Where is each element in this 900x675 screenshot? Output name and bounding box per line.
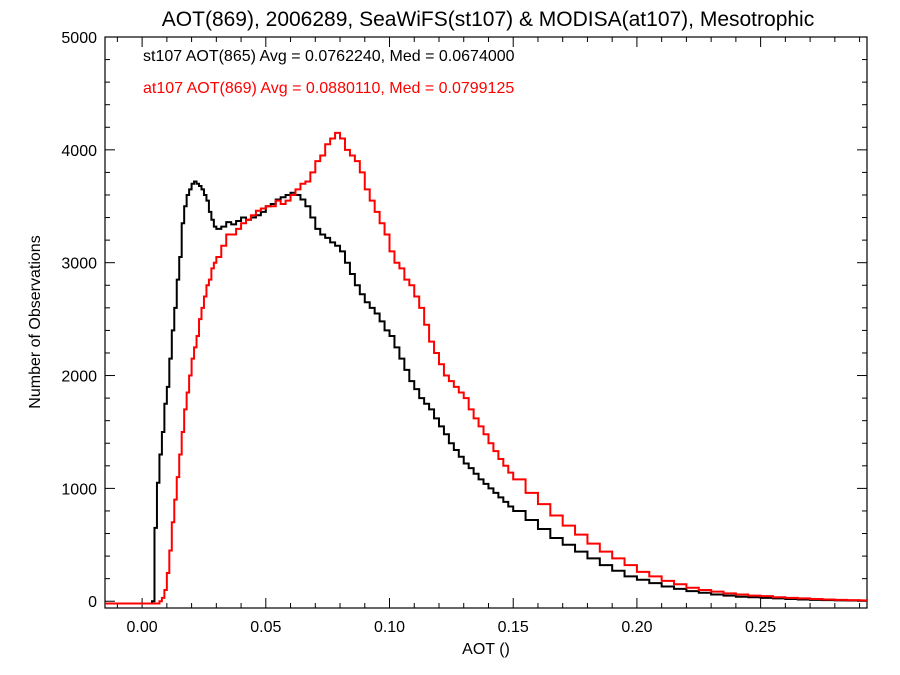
y-tick-label: 4000 [61,143,97,160]
x-tick-label: 0.25 [745,619,776,636]
x-tick-label: 0.20 [621,619,652,636]
y-tick-label: 3000 [61,256,97,273]
series-layer [105,131,868,605]
y-tick-label: 5000 [61,30,97,47]
x-axis: 0.00 0.05 0.10 0.15 0.20 0.25 [116,37,861,636]
x-tick-label: 0.05 [250,619,281,636]
x-tick-label: 0.15 [498,619,529,636]
x-tick-label: 0.10 [374,619,405,636]
y-tick-label: 2000 [61,369,97,386]
plot-frame [104,36,868,609]
legend-entry-st107: st107 AOT(865) Avg = 0.0762240, Med = 0.… [143,48,515,65]
y-tick-label: 0 [88,594,97,611]
legend-entry-at107: at107 AOT(869) Avg = 0.0880110, Med = 0.… [143,80,514,97]
x-tick-label: 0.00 [127,619,158,636]
y-axis: 0 1000 2000 3000 4000 5000 [61,30,867,611]
series-line-st107 [105,180,867,605]
x-axis-label: AOT () [462,641,510,658]
y-axis-label: Number of Observations [27,235,44,408]
y-tick-label: 1000 [61,481,97,498]
chart-title: AOT(869), 2006289, SeaWiFS(st107) & MODI… [162,8,814,31]
series-line-at107 [105,131,868,605]
